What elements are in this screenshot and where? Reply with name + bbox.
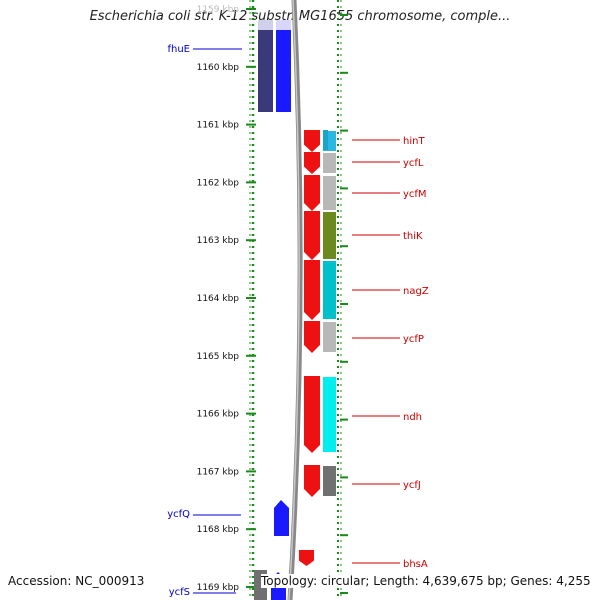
gene-label-bhsA[interactable]: bhsA: [403, 559, 428, 570]
ruler-label: 1168 kbp: [197, 525, 240, 535]
ruler-label: 1164 kbp: [197, 294, 240, 304]
gene-ycfQ-arrow[interactable]: [274, 500, 289, 536]
cog-bar-ycfP[interactable]: [323, 322, 336, 352]
cog-bar-nagZ[interactable]: [323, 261, 336, 319]
gene-nagZ-arrow[interactable]: [304, 260, 320, 320]
ruler-label: 1160 kbp: [197, 63, 240, 73]
ruler-label: 1166 kbp: [197, 410, 240, 420]
ruler-label: 1161 kbp: [197, 121, 240, 131]
gene-hinT-arrow[interactable]: [304, 130, 320, 152]
forward-feature-dark[interactable]: [258, 20, 273, 112]
ruler-label: 1159 kbp: [197, 5, 240, 15]
gene-ycfL-arrow[interactable]: [304, 152, 320, 174]
gene-label-hinT[interactable]: hinT: [403, 136, 425, 147]
gene-bhsA-arrow[interactable]: [299, 550, 314, 566]
gene-label-ycfP[interactable]: ycfP: [403, 334, 424, 345]
gene-label-nagZ[interactable]: nagZ: [403, 286, 429, 297]
cog-bar-partial[interactable]: [323, 130, 328, 150]
backbone-highlight: [288, 0, 300, 600]
cog-bar-ndh[interactable]: [323, 377, 336, 452]
gene-label-ycfQ[interactable]: ycfQ: [167, 509, 190, 520]
gene-ycfJ-arrow[interactable]: [304, 465, 320, 497]
gene-label-thiK[interactable]: thiK: [403, 231, 423, 242]
gene-ndh-arrow[interactable]: [304, 376, 320, 453]
ruler-label: 1163 kbp: [197, 236, 240, 246]
cog-bar-ycfL[interactable]: [323, 153, 336, 173]
gene-ycfP-arrow[interactable]: [304, 321, 320, 353]
ruler-label: 1167 kbp: [197, 467, 240, 477]
forward-feature-fade[interactable]: [276, 20, 291, 30]
cog-bar-thiK[interactable]: [323, 212, 336, 259]
forward-feature[interactable]: [276, 20, 291, 112]
gene-label-ycfJ[interactable]: ycfJ: [403, 480, 421, 491]
cog-bar-ycfM[interactable]: [323, 176, 336, 210]
accession-label: Accession: NC_000913: [8, 574, 145, 588]
gene-label-ndh[interactable]: ndh: [403, 412, 422, 423]
gene-ycfM-arrow[interactable]: [304, 175, 320, 211]
map-title: Escherichia coli str. K-12 substr. MG165…: [89, 9, 511, 24]
gene-label-ycfL[interactable]: ycfL: [403, 158, 424, 169]
ruler-label: 1165 kbp: [197, 352, 240, 362]
gene-label-ycfM[interactable]: ycfM: [403, 189, 427, 200]
gene-thiK-arrow[interactable]: [304, 211, 320, 260]
ruler-label: 1169 kbp: [197, 583, 240, 593]
backbone-arc: [287, 0, 303, 600]
gene-label-ycfS[interactable]: ycfS: [169, 587, 190, 598]
topology-label: Topology: circular; Length: 4,639,675 bp…: [261, 574, 591, 588]
ruler-label: 1162 kbp: [197, 178, 240, 188]
gene-label-fhuE[interactable]: fhuE: [167, 44, 190, 55]
cog-bar-ycfJ[interactable]: [323, 466, 336, 496]
forward-feature-fade[interactable]: [258, 20, 273, 30]
